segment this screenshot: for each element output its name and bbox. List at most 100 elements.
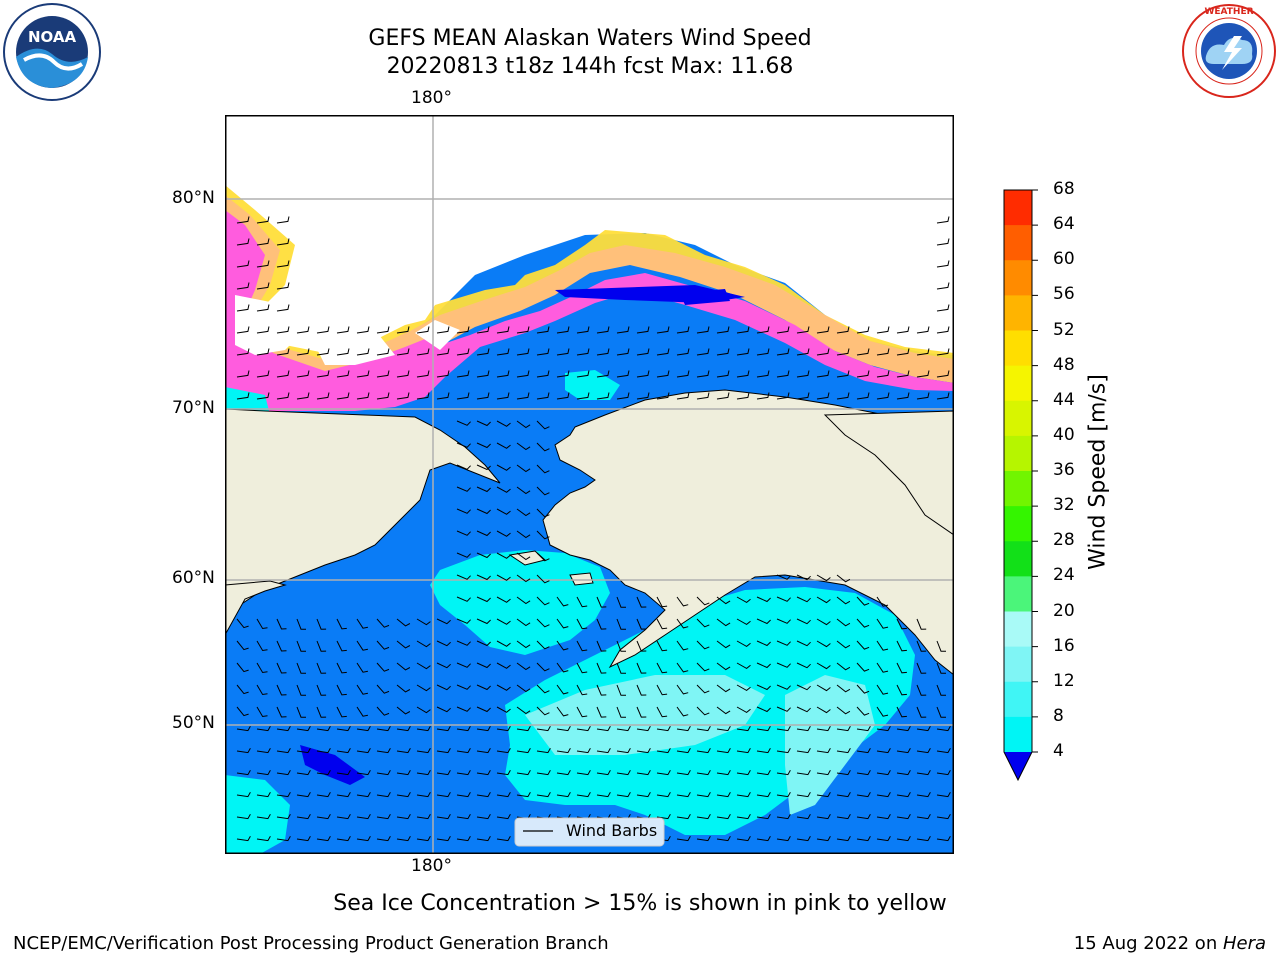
wind-barb [296,770,311,776]
wind-barb [316,392,330,400]
wind-barb [476,326,490,334]
wind-barb [536,662,550,672]
wind-barb [496,508,511,515]
wind-barb [796,596,811,603]
wind-barb [556,748,571,754]
wind-barb [756,596,771,603]
wind-barb [656,348,670,356]
wind-barb [596,706,607,718]
wind-barb [516,348,530,356]
wind-barb [776,392,790,400]
wind-barb [516,640,531,649]
wind-barb [736,618,751,626]
wind-barb [756,392,770,400]
wind-barb [316,662,327,674]
wind-barb [496,596,511,603]
wind-barb [456,836,471,842]
wind-barb [716,370,730,378]
wind-barb [776,814,791,820]
wind-barb [756,706,771,713]
wind-barb [516,392,530,400]
wind-barb [736,836,751,842]
wind-barb [376,770,391,776]
footer-branch: NCEP/EMC/Verification Post Processing Pr… [13,933,609,954]
wind-barb [876,326,890,334]
wind-barb [796,770,811,776]
wind-barb [836,706,851,715]
wind-barb [716,748,731,754]
wind-barb [696,392,710,400]
wind-barb [376,618,390,628]
wind-barbs [236,216,951,842]
wind-barb [796,662,811,669]
wind-barb [516,684,531,693]
wind-barb [776,836,791,842]
wind-barb [676,596,689,607]
wind-barb [676,726,691,732]
wind-barb [676,814,691,820]
wind-barb [516,370,530,378]
wind-barb [716,618,731,627]
wind-barb [316,814,331,820]
wind-barb [476,370,490,378]
wind-barb [276,260,290,268]
wind-barb [276,370,290,378]
wind-barb [776,726,791,732]
wind-barb [696,348,710,356]
colorbar-tick-label: 12 [1053,670,1075,691]
wind-barb [496,662,511,669]
wind-barb [916,348,930,356]
colorbar-tick-label: 64 [1053,214,1075,235]
wind-barb [396,326,410,334]
wind-barb [896,348,910,356]
wind-barb [776,748,791,754]
wind-barb [636,326,650,334]
wind-barb [576,684,588,696]
wind-barb [516,618,531,627]
wind-barb [636,748,651,754]
wind-barb [596,596,607,608]
footer-host: Hera [1222,933,1266,954]
wind-barb [776,370,790,378]
wind-barb [676,836,691,842]
wind-barb [416,348,430,356]
wind-barb [236,770,251,776]
wind-barb [416,792,431,798]
wind-barb [796,748,811,754]
wind-barb [496,574,511,581]
wind-barb [776,662,791,668]
wind-barb [576,370,590,378]
wind-barb [456,326,470,334]
wind-barb [696,836,711,842]
wind-barb [296,370,310,378]
wind-barb [276,706,287,718]
wind-barb [536,640,550,650]
wind-barb [836,618,851,627]
wind-barb [496,684,511,691]
wind-barb [636,770,651,776]
wind-barb [396,726,411,732]
wind-barb [356,726,371,732]
wind-barb [716,684,731,693]
wind-barb [896,706,907,718]
wind-barb [576,792,591,798]
wind-barb [456,596,471,602]
wind-barb [756,618,771,625]
wind-barb [936,684,946,696]
wind-barb [876,726,891,732]
wind-barb [256,282,270,290]
wind-barb [816,326,830,334]
wind-barb [736,370,750,378]
wind-barb [856,770,871,776]
wind-barb [476,530,491,537]
wind-barb [936,216,950,224]
wind-barb [736,662,751,670]
wind-barb [556,706,569,717]
wind-barb [916,392,930,400]
wind-barb [476,596,491,603]
wind-barb [536,326,550,334]
wind-barb [676,662,689,673]
wind-barb [296,662,306,674]
wind-barb [536,370,550,378]
lat-label-80: 80°N [172,188,215,208]
